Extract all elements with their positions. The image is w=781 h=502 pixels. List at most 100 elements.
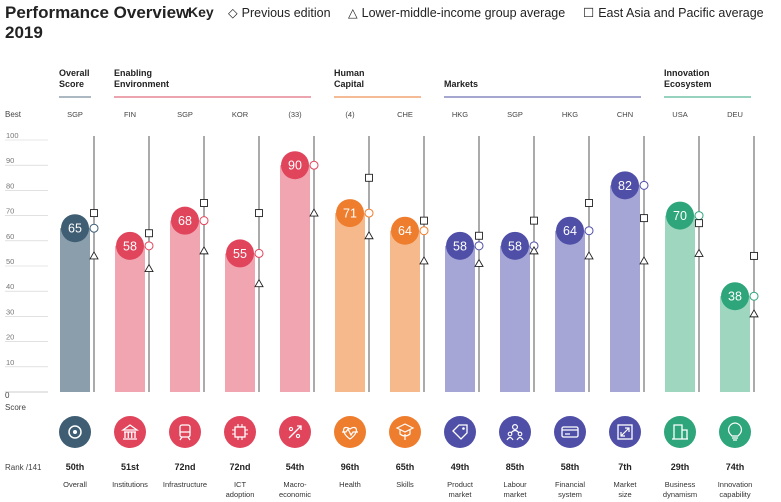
score-circle bbox=[611, 171, 639, 200]
best-economy-label: HKG bbox=[452, 110, 468, 119]
score-bar bbox=[500, 245, 530, 392]
east-asia-marker bbox=[585, 199, 593, 207]
lower-middle-marker bbox=[584, 251, 594, 260]
score-circle bbox=[556, 216, 584, 245]
east-asia-marker bbox=[145, 229, 153, 238]
current-score-marker bbox=[144, 241, 154, 251]
building-icon bbox=[664, 416, 696, 448]
rank-value: 51st bbox=[121, 462, 139, 472]
current-score-marker bbox=[584, 226, 594, 236]
card-icon bbox=[554, 416, 586, 448]
rank-value: 58th bbox=[561, 462, 580, 472]
y-tick-label: 10 bbox=[6, 358, 14, 367]
group-label: Markets bbox=[444, 79, 478, 89]
group-label: Score bbox=[59, 79, 84, 89]
key-previous-edition: ◇ Previous edition bbox=[228, 5, 331, 20]
east-asia-marker bbox=[640, 214, 648, 223]
key-east-asia: ☐ East Asia and Pacific average bbox=[583, 5, 764, 20]
key-east-asia-label: East Asia and Pacific average bbox=[598, 6, 764, 20]
rank-value: 72nd bbox=[174, 462, 195, 472]
east-asia-marker bbox=[255, 209, 263, 218]
pillar-icon-circle bbox=[719, 416, 751, 448]
score-circle bbox=[501, 231, 529, 260]
expand-icon-arrow bbox=[620, 427, 630, 437]
score-value: 64 bbox=[563, 224, 577, 238]
category-column: FIN 58 51st Institutions bbox=[112, 110, 154, 489]
score-circle bbox=[116, 231, 144, 260]
lower-middle-marker bbox=[639, 256, 649, 265]
group-label: Environment bbox=[114, 79, 169, 89]
rank-value: 50th bbox=[66, 462, 85, 472]
rank-value: 72nd bbox=[229, 462, 250, 472]
score-value: 68 bbox=[178, 214, 192, 228]
diamond-icon: ◇ bbox=[228, 6, 238, 20]
institution-icon-shape bbox=[120, 424, 140, 440]
pillar-name: Health bbox=[339, 480, 361, 489]
current-score-marker bbox=[639, 180, 649, 190]
group-label: Innovation bbox=[664, 68, 710, 78]
score-circle bbox=[336, 199, 364, 228]
lower-middle-marker bbox=[529, 245, 539, 255]
group-label: Human bbox=[334, 68, 365, 78]
key-previous-edition-label: Previous edition bbox=[241, 6, 331, 20]
chip-icon-pins bbox=[232, 424, 248, 440]
score-value: 64 bbox=[398, 224, 412, 238]
triangle-icon: △ bbox=[348, 6, 358, 20]
current-score-marker bbox=[749, 291, 759, 301]
pillar-icon-circle bbox=[664, 416, 696, 448]
group-label: Overall bbox=[59, 68, 90, 78]
rank-value: 65th bbox=[396, 462, 415, 472]
y-tick-label: 20 bbox=[6, 333, 14, 342]
pillar-name: system bbox=[558, 490, 582, 499]
current-score-marker bbox=[419, 226, 429, 236]
people-icon-head bbox=[507, 431, 513, 437]
y-tick-label: 30 bbox=[6, 307, 14, 316]
pillar-name: market bbox=[504, 490, 528, 499]
score-circle bbox=[281, 151, 309, 180]
people-icon bbox=[499, 416, 531, 448]
header: Performance Overview 2019 Key ◇ Previous … bbox=[0, 0, 781, 48]
y-tick-label: 80 bbox=[6, 181, 14, 190]
score-value: 58 bbox=[508, 239, 522, 253]
train-icon-detail bbox=[179, 431, 191, 441]
y-tick-label: 90 bbox=[6, 156, 14, 165]
best-economy-label: CHN bbox=[617, 110, 633, 119]
category-column: SGP 68 72nd Infrastructure bbox=[163, 110, 209, 489]
pillar-name: Infrastructure bbox=[163, 480, 207, 489]
rank-value: 54th bbox=[286, 462, 305, 472]
y-tick-label: 100 bbox=[6, 131, 19, 140]
category-column: CHE 64 65th Skills bbox=[389, 110, 429, 489]
east-asia-marker bbox=[90, 209, 98, 218]
percent-icon-shape bbox=[288, 425, 302, 439]
rank-value: 96th bbox=[341, 462, 360, 472]
pillar-name: Overall bbox=[63, 480, 87, 489]
best-economy-label: CHE bbox=[397, 110, 413, 119]
score-bar bbox=[225, 253, 255, 392]
lower-middle-marker bbox=[254, 278, 264, 288]
current-score-marker bbox=[89, 223, 99, 233]
tag-icon bbox=[444, 416, 476, 448]
category-column: (33) 90 54th Macro-economic bbox=[279, 110, 319, 499]
graduation-icon-shape bbox=[395, 423, 415, 440]
east-asia-marker bbox=[695, 219, 703, 228]
people-icon-bodies bbox=[506, 429, 524, 441]
chip-icon bbox=[224, 416, 256, 448]
score-value: 70 bbox=[673, 209, 687, 223]
score-value: 58 bbox=[453, 239, 467, 253]
pillar-name: Skills bbox=[396, 480, 414, 489]
rank-row-label: Rank /141 bbox=[5, 463, 42, 472]
score-circle bbox=[171, 206, 199, 235]
bulb-icon-shape bbox=[727, 422, 743, 441]
score-circle bbox=[721, 282, 749, 311]
score-value: 71 bbox=[343, 207, 357, 221]
bulb-icon bbox=[719, 416, 751, 448]
gear-icon-hub bbox=[73, 430, 77, 434]
score-bar bbox=[280, 165, 310, 392]
graduation-icon bbox=[389, 416, 421, 448]
rank-value: 29th bbox=[671, 462, 690, 472]
lower-middle-marker bbox=[364, 230, 374, 240]
y-tick-label: 60 bbox=[6, 232, 14, 241]
